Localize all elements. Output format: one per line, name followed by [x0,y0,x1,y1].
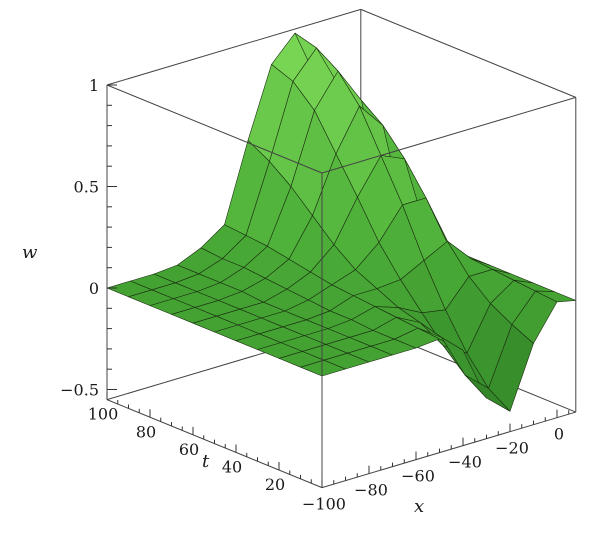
z-tick-label: 1 [89,76,99,95]
z-tick-label: 0 [89,279,99,298]
box-edge [106,84,323,174]
t-axis-label: t [202,451,210,472]
box-edge [106,8,361,86]
box-edge [321,96,576,174]
t-tick-label: 40 [222,457,242,476]
box-edge [321,411,576,489]
surface-cell [535,290,577,303]
z-axis: 1 0.5 0 −0.5 [60,76,117,400]
z-tick-label: 0.5 [74,178,99,197]
x-tick-label: −80 [354,481,388,500]
z-tick-label: −0.5 [60,381,99,400]
t-tick-label: 100 [88,405,119,424]
x-tick-label: 0 [554,425,564,444]
z-axis-label: w [22,242,38,263]
surface-mesh [106,32,577,412]
bounding-box-front [106,8,577,489]
t-tick-label: 80 [136,422,156,441]
x-axis-label: x [414,496,424,517]
t-axis: 100 80 60 40 20 [88,391,323,494]
x-tick-label: −20 [495,439,529,458]
x-tick-label: −60 [401,467,435,486]
box-edge [360,8,576,98]
x-axis: −100 −80 −60 −40 −20 0 [302,409,570,514]
x-tick-label: −100 [302,495,346,514]
x-tick-label: −40 [448,453,482,472]
t-tick-label: 20 [265,475,285,494]
t-tick-label: 60 [179,440,199,459]
